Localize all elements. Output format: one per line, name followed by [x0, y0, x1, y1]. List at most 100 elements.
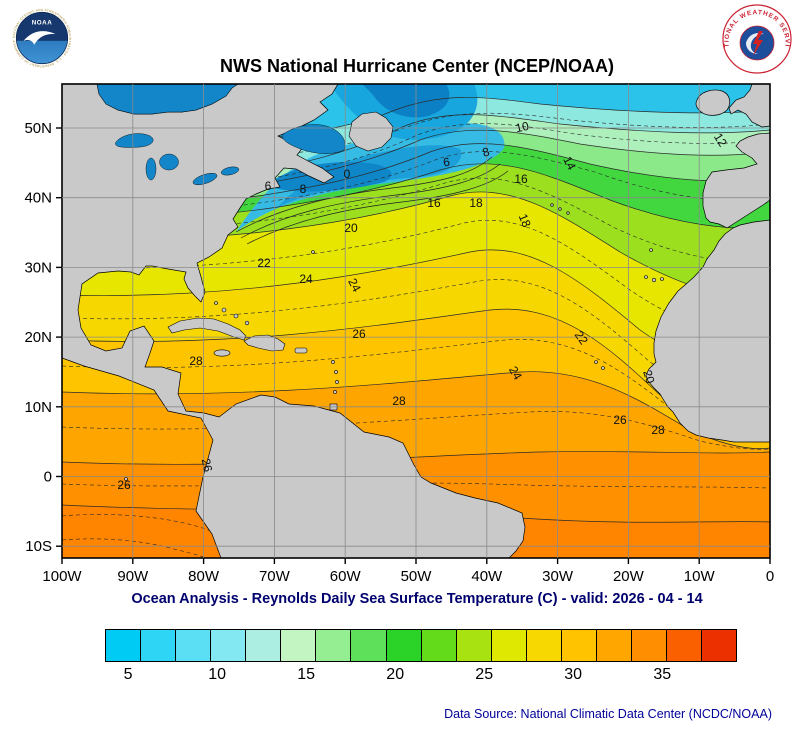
noaa-emblem-circle — [15, 11, 69, 65]
island-azores — [558, 207, 562, 211]
gulf-stream-front-line — [235, 156, 493, 233]
page-title: NWS National Hurricane Center (NCEP/NOAA… — [219, 56, 615, 76]
contour-label: 6 — [265, 179, 272, 193]
gulf-of-st-lawrence — [281, 124, 346, 154]
island-cape-verde — [601, 366, 605, 370]
cold-water-pockets — [236, 84, 505, 232]
x-tick-label: 90W — [117, 568, 149, 585]
land-americas — [62, 84, 526, 558]
colorbar-tick-label: 25 — [475, 666, 494, 683]
axis-labels: 100W 90W 80W 70W 60W 50W 40W 30W 20W 10W 0 50N 40N 30… — [24, 120, 774, 585]
contour-label: 26 — [613, 413, 627, 427]
colorbar-cell — [596, 630, 632, 661]
x-tick-label: 100W — [42, 568, 82, 585]
colorbar-cell — [316, 630, 352, 661]
contour-label: 20 — [344, 221, 358, 235]
land-france-iberia — [702, 132, 770, 229]
island-cape-verde — [594, 360, 598, 364]
island-bermuda — [311, 250, 315, 254]
landmasses — [62, 84, 770, 558]
map-caption: Ocean Analysis - Reynolds Daily Sea Surf… — [131, 591, 703, 607]
colorbar-cell — [421, 630, 457, 661]
sst-map: 100W 90W 80W 70W 60W 50W 40W 30W 20W 10W 0 50N 40N 30… — [24, 83, 774, 585]
x-tick-label: 20W — [613, 568, 645, 585]
x-tick-label: 50W — [401, 568, 433, 585]
contour-label: 22 — [257, 256, 271, 270]
isotherm-line-dashed — [62, 411, 770, 450]
x-tick-label: 30W — [542, 568, 574, 585]
island-puerto-rico — [294, 347, 308, 354]
colorbar-tick-label: 5 — [123, 666, 133, 683]
colorbar-cell — [211, 630, 247, 661]
island-antilles — [333, 390, 337, 394]
islands — [124, 111, 664, 481]
island-bahamas — [221, 307, 227, 313]
contour-label: 8 — [481, 144, 491, 159]
island-azores — [550, 203, 554, 207]
x-tick-label: 0 — [766, 568, 774, 585]
contour-label: 24 — [506, 364, 525, 383]
temperature-colorbar — [105, 629, 737, 662]
colorbar-cell — [176, 630, 212, 661]
isotherm-line-dashed — [62, 339, 770, 439]
colorbar-cell — [667, 630, 703, 661]
y-tick-label: 10S — [25, 538, 52, 555]
colorbar-cell — [702, 630, 737, 661]
contour-label: 26 — [199, 457, 216, 473]
colorbar-cell — [631, 630, 667, 661]
y-tick-label: 50N — [24, 120, 52, 137]
contour-label: 28 — [651, 423, 665, 437]
x-tick-label: 70W — [259, 568, 291, 585]
land-ireland — [695, 89, 731, 116]
contour-label: 18 — [516, 212, 534, 230]
nws-logo: NATIONAL WEATHER SERVICE — [722, 4, 792, 74]
island-azores — [566, 211, 570, 215]
colorbar-tick-label: 20 — [386, 666, 405, 683]
colorbar-cell — [246, 630, 282, 661]
island-antilles — [335, 380, 339, 384]
isotherm-line-dashed — [62, 482, 770, 489]
island-bahamas — [244, 320, 250, 326]
contour-label: 0 — [344, 167, 351, 181]
colorbar-cell — [456, 630, 492, 661]
colorbar-cell — [281, 630, 317, 661]
colorbar-cell — [351, 630, 387, 661]
isotherm-line-dashed — [62, 220, 770, 337]
island-bahamas — [233, 313, 239, 319]
contour-label: 26 — [117, 478, 131, 492]
isotherm-line-dashed — [62, 112, 770, 171]
noaa-acronym: NOAA — [32, 19, 52, 26]
contour-label: 26 — [352, 327, 366, 341]
colorbar-scale-labels: 5 10 15 20 25 30 35 — [105, 666, 737, 688]
colorbar-tick-label: 35 — [653, 666, 672, 683]
contour-label: 20 — [640, 368, 658, 385]
contour-label: 14 — [560, 154, 579, 173]
land-great-britain — [728, 84, 770, 128]
contour-label: 10 — [514, 119, 530, 136]
colorbar-cell — [386, 630, 422, 661]
nws-swirl-icon — [746, 33, 764, 54]
contour-label: 18 — [469, 196, 483, 210]
isotherm-line-dashed — [62, 177, 770, 263]
colorbar-cell — [141, 630, 177, 661]
island-canary — [660, 277, 664, 281]
isotherm-line-dashed — [62, 279, 770, 402]
noaa-logo: NATIONAL OCEANIC AND ATMOSPHERIC ADMINIS… — [10, 6, 74, 70]
lake-huron — [159, 153, 179, 171]
inland-water — [96, 84, 346, 185]
land-africa — [645, 219, 770, 443]
y-tick-label: 30N — [24, 259, 52, 276]
contour-label: 24 — [299, 272, 313, 286]
isotherm-line — [62, 371, 770, 449]
contour-label: 8 — [300, 182, 307, 196]
nws-lightning-icon — [753, 31, 763, 56]
x-tick-label: 60W — [330, 568, 362, 585]
y-tick-label: 10N — [24, 399, 52, 416]
island-canary — [644, 275, 648, 279]
island-newfoundland — [348, 111, 394, 152]
contour-label: 28 — [392, 394, 406, 408]
colorbar-tick-label: 30 — [564, 666, 583, 683]
contour-label: 24 — [345, 276, 364, 295]
